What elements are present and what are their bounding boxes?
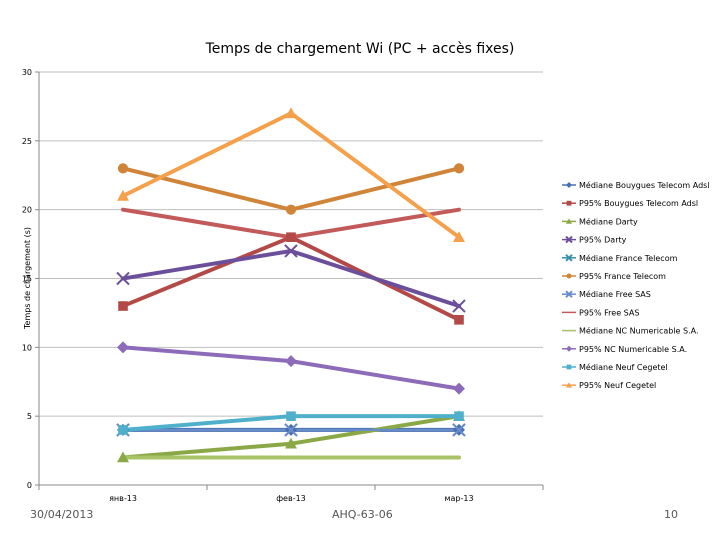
legend-label: P95% Bouygues Telecom Adsl	[579, 199, 698, 208]
legend-marker-stroke	[565, 290, 573, 298]
data-point-4-1	[116, 271, 130, 286]
data-point-11-2	[286, 411, 296, 421]
footer-date: 30/04/2013	[30, 508, 94, 521]
axes	[35, 71, 544, 490]
y-tick-label: 25	[22, 137, 32, 146]
legend-label: Médiane Bouygues Telecom Adsl	[579, 180, 710, 190]
footer-reference: AHQ-63-06	[332, 508, 393, 521]
legend-label: P95% Darty	[579, 236, 627, 245]
data-point-4-3-stroke	[452, 299, 466, 313]
legend-label: P95% Free SAS	[579, 308, 639, 317]
data-point-10-3	[453, 382, 465, 395]
data-point-10-1	[117, 341, 129, 354]
series-lines	[121, 111, 461, 460]
legend-item: Médiane Free SAS	[562, 289, 651, 299]
legend-item: Médiane NC Numericable S.A.	[562, 326, 699, 336]
legend-label: P95% France Telecom	[579, 272, 666, 281]
legend-label: Médiane Darty	[579, 216, 638, 226]
series-line-3	[121, 414, 461, 460]
data-point-2-1	[118, 301, 128, 311]
legend-item: Médiane France Telecom	[562, 253, 678, 263]
legend-marker	[566, 218, 572, 224]
legend-item: Médiane Darty	[562, 216, 638, 226]
chart-title: Temps de chargement Wi (PC + accès fixes…	[205, 41, 515, 57]
data-point-7-2	[284, 423, 298, 437]
x-tick-labels: янв-13 фев-13 мар-13	[109, 494, 473, 503]
legend-item: P95% Neuf Cegetel	[562, 381, 656, 390]
legend-marker	[566, 182, 572, 188]
x-tick-label: мар-13	[444, 494, 473, 503]
data-point-11-1	[118, 425, 128, 435]
data-point-4-2-stroke	[284, 244, 298, 258]
data-point-7-3-stroke	[452, 423, 466, 437]
data-point-11-3	[454, 411, 464, 421]
legend-label: P95% NC Numericable S.A.	[579, 345, 687, 354]
x-tick-label: янв-13	[109, 494, 137, 503]
legend-item: P95% NC Numericable S.A.	[562, 345, 687, 354]
series-line-10	[121, 345, 461, 391]
legend-marker	[566, 345, 572, 352]
x-tick-label: фев-13	[276, 494, 306, 503]
y-tick-label: 30	[22, 68, 32, 77]
data-point-6-1	[117, 163, 129, 174]
legend-label: Médiane NC Numericable S.A.	[579, 326, 699, 336]
legend-item: P95% Bouygues Telecom Adsl	[562, 199, 698, 208]
y-tick-label: 0	[27, 481, 32, 490]
data-point-6-3	[453, 163, 465, 174]
data-point-3-1	[117, 451, 129, 463]
series-markers	[116, 107, 466, 463]
data-point-4-2	[284, 244, 298, 258]
y-tick-labels: 0 5 10 15 20 25 30	[22, 68, 32, 490]
legend-item: P95% Darty	[562, 236, 627, 245]
data-point-4-3	[452, 299, 466, 313]
legend-marker	[566, 200, 572, 206]
legend-marker	[566, 382, 572, 388]
y-tick-label: 5	[27, 412, 32, 421]
data-point-7-2-stroke	[284, 423, 298, 437]
data-point-12-3	[453, 231, 465, 242]
data-point-12-1	[117, 189, 129, 201]
data-point-2-2	[286, 232, 296, 242]
legend-label: P95% Neuf Cegetel	[579, 381, 656, 390]
legend-marker-stroke	[565, 254, 573, 262]
y-tick-label: 10	[22, 343, 32, 352]
data-point-6-2	[285, 204, 297, 215]
data-point-3-2	[285, 437, 297, 449]
footer-page-number: 10	[664, 508, 678, 521]
data-point-4-1-stroke	[116, 271, 130, 286]
legend-item: Médiane Bouygues Telecom Adsl	[562, 180, 710, 190]
legend-label: Médiane Free SAS	[579, 289, 651, 299]
legend-item: P95% Free SAS	[562, 308, 639, 317]
series-line-6	[121, 166, 461, 212]
data-point-2-3	[454, 315, 464, 325]
data-point-7-3	[452, 423, 466, 437]
legend-item: P95% France Telecom	[562, 272, 666, 281]
legend: Médiane Bouygues Telecom Adsl P95% Bouygu…	[562, 180, 710, 390]
y-axis-label: Temps de chargement (s)	[23, 227, 32, 330]
legend-marker	[565, 254, 573, 262]
legend-marker	[566, 364, 572, 370]
y-tick-label: 20	[22, 206, 32, 215]
legend-marker	[565, 290, 573, 298]
legend-label: Médiane France Telecom	[579, 253, 678, 263]
y-tick-label: 15	[22, 275, 32, 284]
data-point-12-2	[285, 107, 297, 119]
legend-marker-stroke	[565, 235, 573, 244]
legend-marker	[566, 273, 572, 279]
legend-label: Médiane Neuf Cegetel	[579, 362, 668, 372]
data-point-10-2	[285, 355, 297, 368]
legend-item: Médiane Neuf Cegetel	[562, 362, 668, 372]
legend-marker	[565, 235, 573, 244]
